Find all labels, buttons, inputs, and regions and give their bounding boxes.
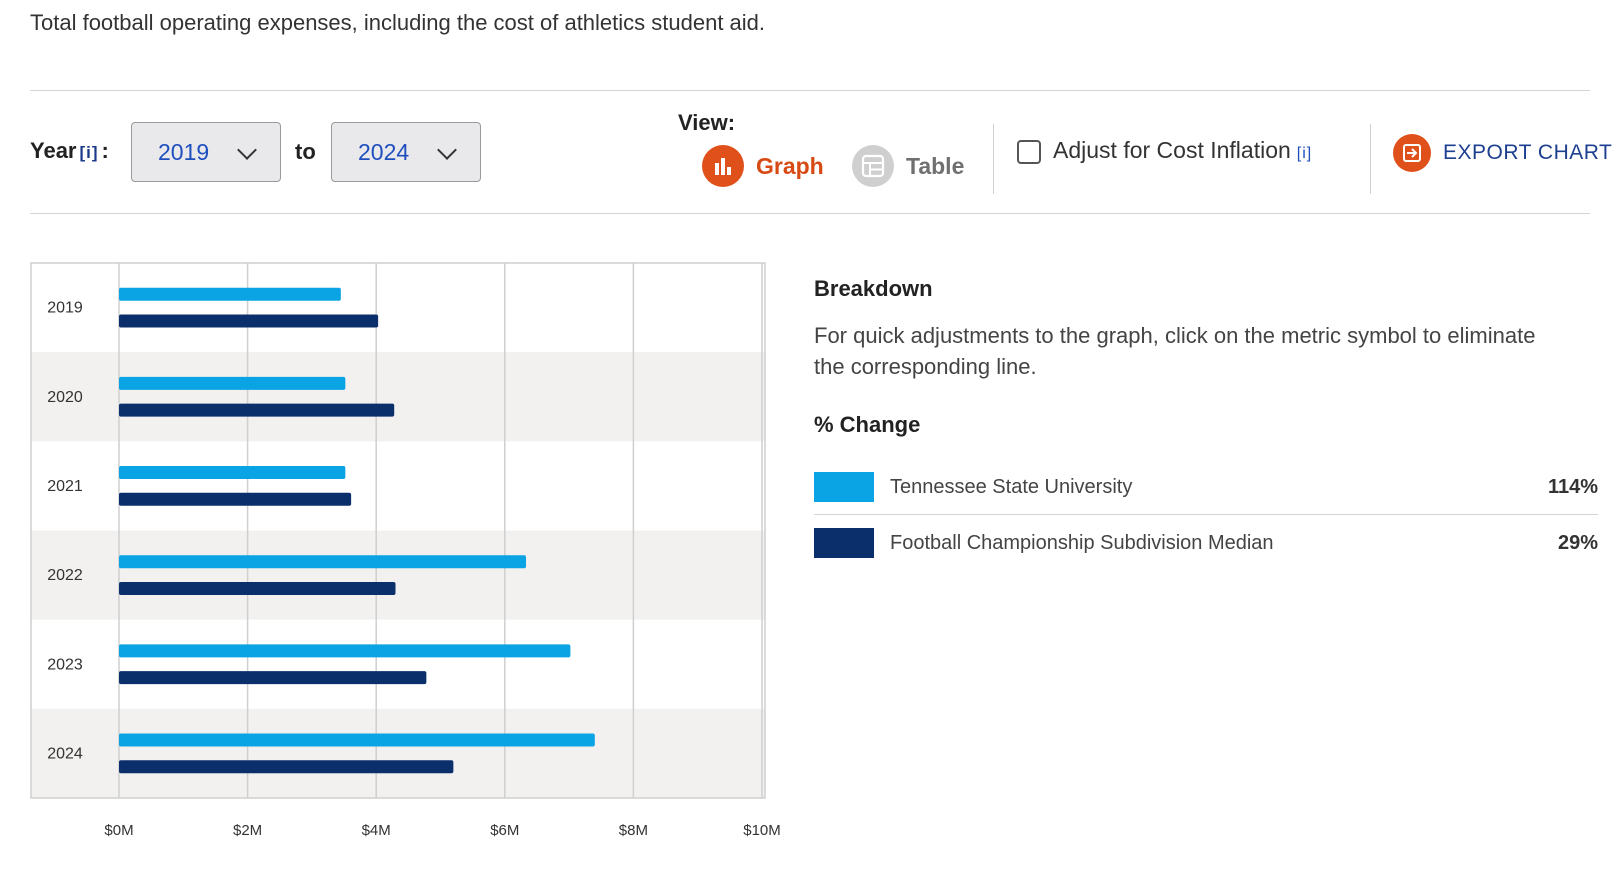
grid-lines — [118, 263, 763, 798]
chart-frame — [30, 262, 766, 799]
cost-inflation-checkbox[interactable] — [1017, 140, 1041, 164]
table-view-label: Table — [906, 152, 965, 179]
legend-name: Tennessee State University — [890, 475, 1133, 498]
breakdown-title: Breakdown — [814, 276, 933, 301]
bar-tennessee-state-2023 — [119, 644, 571, 658]
year-info-icon[interactable]: [i] — [79, 143, 99, 162]
from-year-value: 2019 — [158, 138, 210, 165]
controls-divider — [1370, 124, 1371, 194]
from-year-select[interactable]: 2019 — [131, 122, 281, 182]
year-label: Year [i]: — [30, 138, 109, 164]
bar-fcs-median-2019 — [119, 314, 379, 328]
graph-view-button[interactable]: Graph — [702, 145, 824, 187]
row-band — [31, 530, 765, 620]
controls-divider — [993, 124, 994, 194]
legend-change: 29% — [1557, 531, 1598, 554]
category-labels: 2019 2020 2021 2022 2023 2024 — [47, 300, 83, 763]
legend-swatch-fcs-median[interactable] — [814, 528, 874, 558]
bar-fcs-median-2020 — [119, 403, 395, 417]
percent-change-title: % Change — [814, 412, 921, 437]
x-tick-label: $2M — [233, 822, 262, 839]
cost-inflation-label: Adjust for Cost Inflation [i] — [1053, 137, 1312, 164]
row-bands — [31, 352, 765, 798]
export-chart-label: EXPORT CHART — [1443, 141, 1613, 164]
view-label: View: — [678, 110, 736, 135]
bar-fcs-median-2021 — [119, 492, 352, 506]
to-year-select[interactable]: 2024 — [331, 122, 481, 182]
bar-tennessee-state-2022 — [119, 555, 527, 569]
x-tick-label: $0M — [104, 822, 133, 839]
cost-inflation-text: Adjust for Cost Inflation — [1053, 137, 1291, 163]
legend-change: 114% — [1547, 475, 1598, 498]
bar-fcs-median-2022 — [119, 581, 396, 595]
category-label: 2023 — [47, 656, 83, 673]
to-label: to — [295, 139, 316, 164]
export-icon — [1393, 134, 1431, 172]
category-label: 2021 — [47, 478, 83, 495]
bar-fcs-median-2023 — [119, 671, 427, 685]
bar-tennessee-state-2020 — [119, 376, 346, 390]
cost-inflation-info-icon[interactable]: [i] — [1296, 145, 1313, 162]
bar-chart-icon — [702, 145, 744, 187]
category-label: 2020 — [47, 389, 83, 406]
bar-tennessee-state-2024 — [119, 733, 595, 747]
bars — [119, 287, 595, 774]
table-icon — [852, 145, 894, 187]
legend-divider — [814, 514, 1598, 515]
legend-swatch-tennessee-state[interactable] — [814, 472, 874, 502]
x-tick-label: $10M — [743, 822, 781, 839]
x-tick-label: $4M — [362, 822, 391, 839]
x-tick-label: $6M — [490, 822, 519, 839]
legend-name: Football Championship Subdivision Median — [890, 531, 1274, 554]
bar-fcs-median-2024 — [119, 760, 454, 774]
bottom-divider — [30, 213, 1590, 214]
bar-tennessee-state-2019 — [119, 287, 341, 301]
category-label: 2019 — [47, 300, 83, 317]
legend-item-fcs-median: Football Championship Subdivision Median… — [814, 528, 1598, 558]
bar-chart: 2019 2020 2021 2022 2023 2024 $0M $2M $4M $6M $8M… — [30, 262, 781, 839]
top-divider — [30, 90, 1590, 91]
category-label: 2024 — [47, 745, 83, 762]
chart-description: Total football operating expenses, inclu… — [30, 10, 766, 35]
x-tick-label: $8M — [619, 822, 648, 839]
table-view-button[interactable]: Table — [852, 145, 964, 187]
bar-tennessee-state-2021 — [119, 466, 346, 480]
year-colon: : — [101, 138, 109, 163]
x-tick-labels: $0M $2M $4M $6M $8M $10M — [104, 822, 780, 839]
year-label-text: Year — [30, 138, 77, 163]
graph-view-label: Graph — [756, 152, 824, 179]
category-label: 2022 — [47, 567, 83, 584]
row-band — [31, 708, 765, 798]
legend-item-tennessee-state: Tennessee State University 114% — [814, 472, 1598, 502]
breakdown-text: For quick adjustments to the graph, clic… — [814, 323, 1536, 379]
export-chart-button[interactable]: EXPORT CHART — [1393, 134, 1612, 172]
to-year-value: 2024 — [358, 138, 410, 165]
row-band — [31, 352, 765, 442]
